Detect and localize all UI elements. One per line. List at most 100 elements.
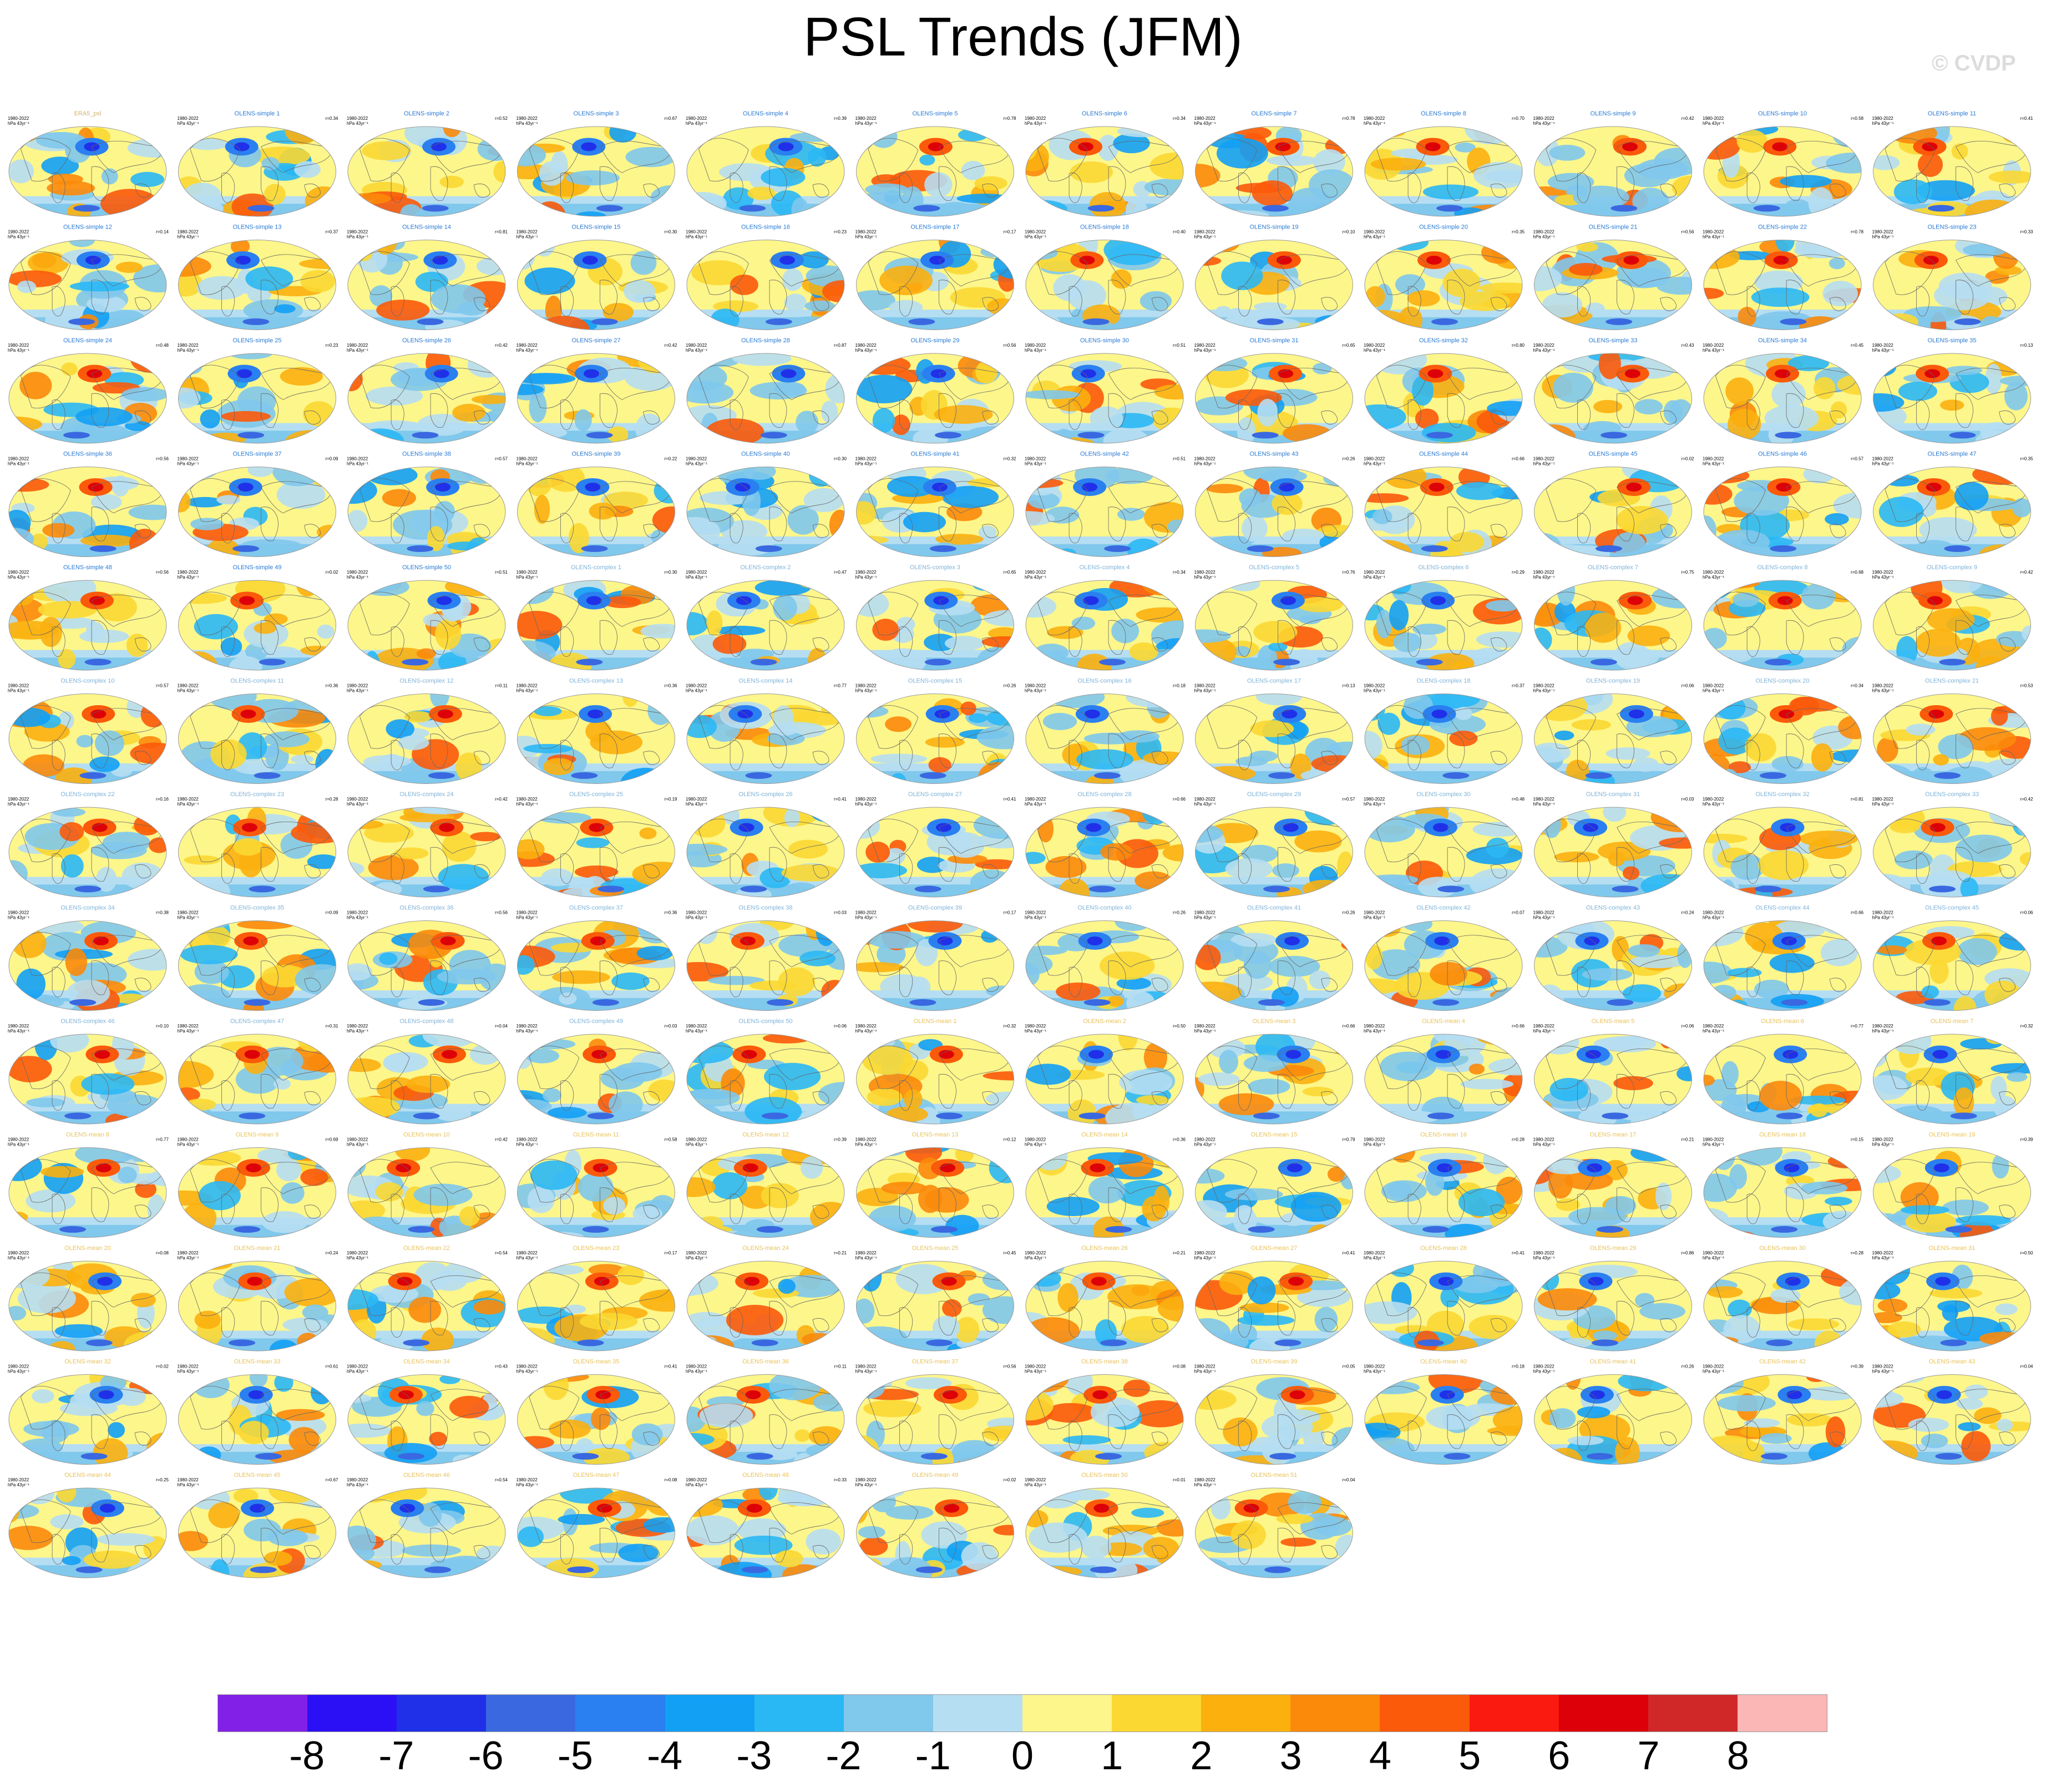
- colorbar-tick-label: 1: [1101, 1734, 1123, 1778]
- panel-correlation: r=0.78: [1343, 116, 1355, 121]
- panel-title: OLENS-mean 24: [742, 1245, 789, 1252]
- panel-units: hPa 43yr⁻¹: [347, 689, 368, 693]
- panel-correlation: r=0.24: [326, 1251, 338, 1256]
- panel-units: hPa 43yr⁻¹: [1872, 915, 1894, 920]
- panel-units: hPa 43yr⁻¹: [1194, 121, 1216, 126]
- panel-period: 1980-2022: [1703, 684, 1724, 689]
- panel-period: 1980-2022: [1194, 457, 1216, 462]
- panel-title: OLENS-simple 6: [1082, 110, 1127, 117]
- panel-title: OLENS-simple 1: [235, 110, 280, 117]
- panel-correlation: r=0.28: [1851, 1251, 1863, 1256]
- panel-units: hPa 43yr⁻¹: [1364, 802, 1385, 807]
- panel-units: hPa 43yr⁻¹: [686, 1256, 707, 1261]
- panel-correlation: r=0.42: [2020, 797, 2033, 802]
- panel-title: OLENS-mean 20: [64, 1245, 111, 1252]
- panel-units: hPa 43yr⁻¹: [855, 1029, 877, 1034]
- panel-period: 1980-2022: [8, 1024, 29, 1029]
- panel-correlation: r=0.13: [2020, 343, 2033, 348]
- colorbar-tick-label: 4: [1369, 1734, 1391, 1778]
- colorbar-swatch: [1558, 1695, 1648, 1732]
- panel-correlation: r=0.45: [1004, 1251, 1016, 1256]
- panel-units: hPa 43yr⁻¹: [347, 1482, 368, 1487]
- panel-units: hPa 43yr⁻¹: [1025, 1256, 1046, 1261]
- panel-period: 1980-2022: [855, 910, 877, 915]
- panel-title: OLENS-complex 50: [738, 1018, 792, 1025]
- panel-correlation: r=0.68: [1851, 570, 1863, 575]
- panel-units: hPa 43yr⁻¹: [516, 1369, 538, 1374]
- panel-title: OLENS-mean 50: [1081, 1472, 1128, 1479]
- panel-period: 1980-2022: [516, 1251, 538, 1256]
- panel-correlation: r=0.13: [1343, 684, 1355, 689]
- panel-period: 1980-2022: [178, 570, 199, 575]
- panel-correlation: r=0.41: [1004, 797, 1016, 802]
- panel-units: hPa 43yr⁻¹: [516, 802, 538, 807]
- colorbar-tick-label: 5: [1458, 1734, 1481, 1778]
- panel-units: hPa 43yr⁻¹: [178, 1482, 199, 1487]
- panel-units: hPa 43yr⁻¹: [1025, 575, 1046, 580]
- panel-title: OLENS-complex 18: [1416, 678, 1470, 685]
- panel-units: hPa 43yr⁻¹: [1194, 1482, 1216, 1487]
- panel-units: hPa 43yr⁻¹: [855, 1142, 877, 1147]
- panel-correlation: r=0.34: [1173, 116, 1186, 121]
- colorbar: [217, 1694, 1827, 1732]
- panel-title: OLENS-mean 35: [573, 1359, 620, 1365]
- panel-title: OLENS-simple 40: [741, 451, 790, 458]
- panel-title: OLENS-mean 26: [1081, 1245, 1128, 1252]
- panel-title: OLENS-simple 47: [1927, 451, 1976, 458]
- colorbar-swatch: [1112, 1695, 1202, 1732]
- panel-units: hPa 43yr⁻¹: [1025, 915, 1046, 920]
- panel-title: OLENS-simple 19: [1249, 224, 1298, 231]
- panel-correlation: r=0.30: [834, 457, 847, 462]
- panel-period: 1980-2022: [1025, 116, 1046, 121]
- colorbar-tick-label: -2: [826, 1734, 862, 1778]
- panel-units: hPa 43yr⁻¹: [8, 915, 29, 920]
- panel-title: OLENS-complex 27: [908, 791, 962, 798]
- panel-title: OLENS-simple 3: [574, 110, 619, 117]
- panel-period: 1980-2022: [347, 797, 368, 802]
- panel-correlation: r=0.19: [665, 797, 677, 802]
- panel-title: OLENS-simple 37: [232, 451, 281, 458]
- panel-title: OLENS-simple 23: [1927, 224, 1976, 231]
- panel-units: hPa 43yr⁻¹: [686, 802, 707, 807]
- panel-units: hPa 43yr⁻¹: [1703, 1142, 1724, 1147]
- panel-units: hPa 43yr⁻¹: [1025, 348, 1046, 353]
- panel-period: 1980-2022: [1533, 230, 1555, 235]
- panel-correlation: r=0.66: [1512, 1024, 1525, 1029]
- panel-title: OLENS-mean 45: [234, 1472, 281, 1479]
- panel-title: OLENS-mean 32: [64, 1359, 111, 1365]
- panel-correlation: r=0.04: [2020, 1364, 2033, 1369]
- panel-correlation: r=0.34: [326, 116, 338, 121]
- panel-title: OLENS-mean 6: [1761, 1018, 1804, 1025]
- panel-correlation: r=0.02: [326, 570, 338, 575]
- panel-period: 1980-2022: [347, 1477, 368, 1482]
- panel-title: OLENS-complex 41: [1247, 905, 1301, 912]
- panel-title: OLENS-simple 20: [1419, 224, 1468, 231]
- panel-period: 1980-2022: [1872, 1251, 1894, 1256]
- panel-correlation: r=0.05: [1343, 1364, 1355, 1369]
- colorbar-swatch: [486, 1695, 576, 1732]
- panel-title: OLENS-simple 16: [741, 224, 790, 231]
- panel-title: OLENS-complex 38: [738, 905, 792, 912]
- panel-title: OLENS-complex 39: [908, 905, 962, 912]
- panel-units: hPa 43yr⁻¹: [1533, 348, 1555, 353]
- panel-correlation: r=0.03: [834, 910, 847, 915]
- panel-title: OLENS-mean 47: [573, 1472, 620, 1479]
- panel-units: hPa 43yr⁻¹: [1703, 689, 1724, 693]
